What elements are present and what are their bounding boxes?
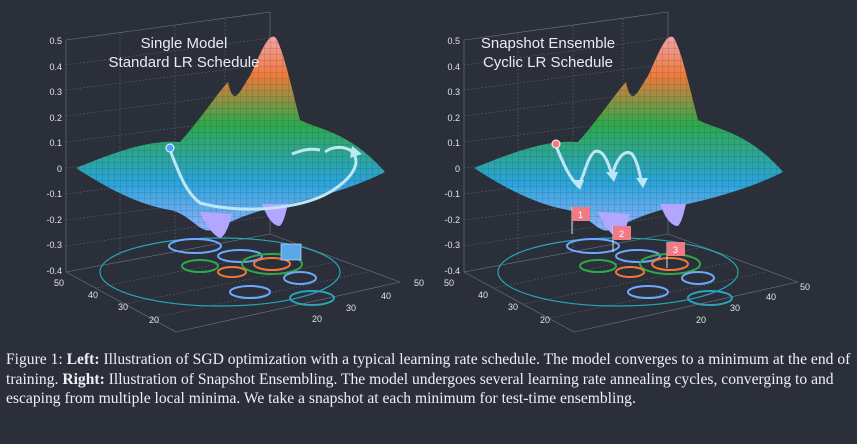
z-tick: 0.3 bbox=[49, 87, 62, 97]
z-tick: 0.1 bbox=[49, 138, 62, 148]
y-tick: 20 bbox=[696, 315, 706, 325]
flag-label: 2 bbox=[619, 229, 624, 239]
contour-plot bbox=[99, 237, 341, 307]
left-title-line2: Standard LR Schedule bbox=[108, 54, 260, 71]
flag-label: 1 bbox=[578, 210, 583, 220]
y-tick: 20 bbox=[312, 314, 322, 324]
snapshot-flags: 1 2 3 bbox=[571, 207, 685, 268]
x-tick: 40 bbox=[478, 290, 488, 300]
figure: 0.5 0.4 0.3 0.2 0.1 0 -0.1 -0.2 -0.3 -0.… bbox=[0, 0, 856, 340]
flag-label: 3 bbox=[673, 245, 678, 255]
right-plot: 0.5 0.4 0.3 0.2 0.1 0 -0.1 -0.2 -0.3 -0.… bbox=[444, 11, 810, 333]
snapshot-flag-3: 3 bbox=[666, 242, 685, 268]
y-tick: 50 bbox=[800, 282, 810, 292]
x-tick: 40 bbox=[88, 290, 98, 300]
z-tick: -0.4 bbox=[444, 266, 460, 276]
z-tick: -0.1 bbox=[46, 189, 62, 199]
y-tick: 30 bbox=[346, 303, 356, 313]
z-tick: -0.4 bbox=[46, 266, 62, 276]
right-title-line2: Cyclic LR Schedule bbox=[482, 54, 614, 71]
z-tick: -0.3 bbox=[46, 240, 62, 250]
x-tick: 20 bbox=[540, 315, 550, 325]
z-tick: 0.4 bbox=[49, 62, 62, 72]
cyclic-trajectory bbox=[551, 139, 648, 190]
caption-right-label: Right: bbox=[62, 370, 105, 388]
left-plot: 0.5 0.4 0.3 0.2 0.1 0 -0.1 -0.2 -0.3 -0.… bbox=[46, 11, 424, 333]
snapshot-flag-1: 1 bbox=[571, 207, 590, 234]
y-tick: 40 bbox=[766, 292, 776, 302]
y-tick: 40 bbox=[381, 291, 391, 301]
caption-right-text: Illustration of Snapshot Ensembling. The… bbox=[6, 370, 834, 408]
z-tick: -0.3 bbox=[444, 240, 460, 250]
caption-left-label: Left: bbox=[66, 351, 100, 368]
x-tick: 30 bbox=[508, 302, 518, 312]
z-tick: 0 bbox=[57, 164, 62, 174]
x-tick: 50 bbox=[54, 278, 64, 288]
z-tick: 0.3 bbox=[447, 87, 460, 97]
left-panel-title: Single Model Standard LR Schedule bbox=[84, 34, 284, 72]
z-tick: 0.5 bbox=[49, 36, 62, 46]
z-tick: -0.2 bbox=[46, 215, 62, 225]
caption-left-text: Illustration of SGD optimization with a … bbox=[6, 351, 851, 388]
contour-plot bbox=[497, 237, 739, 307]
y-tick: 30 bbox=[730, 303, 740, 313]
y-tick: 50 bbox=[414, 278, 424, 288]
right-panel: 0.5 0.4 0.3 0.2 0.1 0 -0.1 -0.2 -0.3 -0.… bbox=[428, 0, 856, 340]
right-title-line1: Snapshot Ensemble bbox=[480, 35, 616, 52]
z-tick: 0.2 bbox=[49, 113, 62, 123]
x-tick: 50 bbox=[444, 278, 454, 288]
x-tick: 20 bbox=[149, 315, 159, 325]
z-tick: 0.4 bbox=[447, 62, 460, 72]
z-tick: 0.1 bbox=[447, 138, 460, 148]
caption-figure-label: Figure 1: bbox=[6, 351, 63, 368]
sgd-trajectory bbox=[165, 143, 362, 211]
final-minimum-marker bbox=[280, 243, 302, 261]
right-panel-title: Snapshot Ensemble Cyclic LR Schedule bbox=[448, 34, 648, 72]
loss-surface bbox=[76, 36, 385, 238]
z-tick: 0.5 bbox=[447, 36, 460, 46]
z-tick: -0.2 bbox=[444, 215, 460, 225]
x-tick: 30 bbox=[118, 302, 128, 312]
z-tick: -0.1 bbox=[444, 189, 460, 199]
figure-caption: Figure 1: Left: Illustration of SGD opti… bbox=[6, 350, 851, 409]
z-tick: 0 bbox=[455, 164, 460, 174]
left-title-line1: Single Model bbox=[140, 35, 228, 52]
snapshot-flag-2: 2 bbox=[612, 226, 631, 252]
z-tick: 0.2 bbox=[447, 113, 460, 123]
left-panel: 0.5 0.4 0.3 0.2 0.1 0 -0.1 -0.2 -0.3 -0.… bbox=[0, 0, 428, 340]
